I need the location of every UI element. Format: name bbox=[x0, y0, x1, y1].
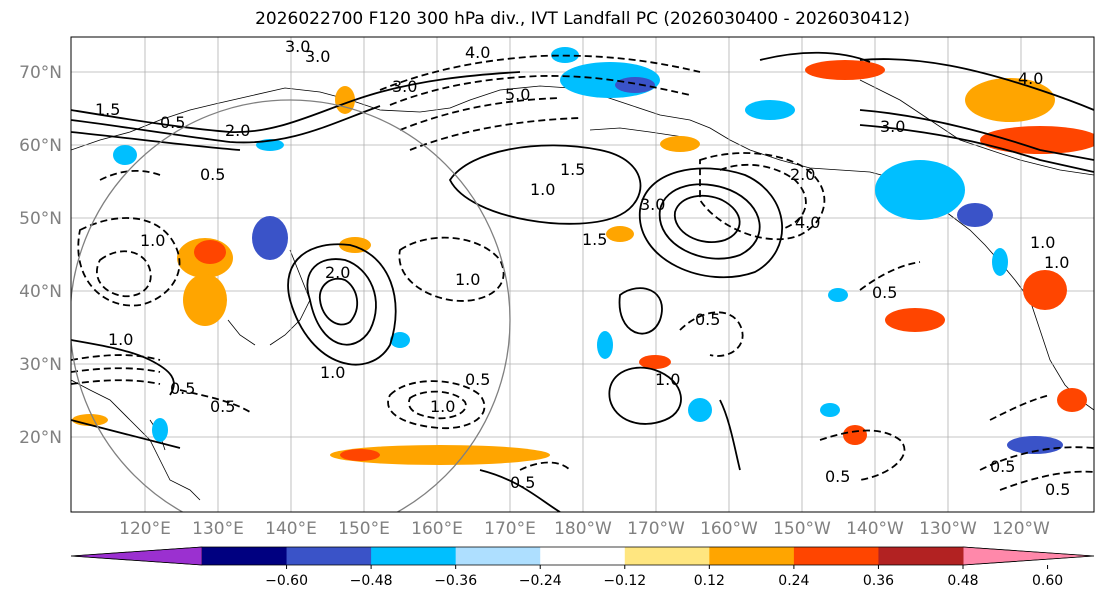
contour-label-solid: 1.0 bbox=[320, 363, 345, 382]
contour-label-dashed: 0.5 bbox=[200, 165, 225, 184]
contour-label-solid: 1.5 bbox=[582, 230, 607, 249]
lat-label: 40°N bbox=[19, 282, 62, 302]
contour-label-solid: 1.0 bbox=[1030, 233, 1055, 252]
contour-label-solid: 1.0 bbox=[655, 370, 680, 389]
contour-label-solid: 1.5 bbox=[560, 160, 585, 179]
colorbar-swatch bbox=[455, 547, 541, 565]
lon-label: 160°W bbox=[700, 519, 758, 539]
contour-label-dashed: 0.5 bbox=[1045, 480, 1070, 499]
colorbar-swatch bbox=[709, 547, 795, 565]
contour-label-dashed: 1.0 bbox=[140, 231, 165, 250]
map-frame bbox=[70, 36, 1095, 513]
colorbar-tick-label: −0.48 bbox=[350, 573, 393, 589]
colorbar-tick-label: −0.36 bbox=[434, 573, 477, 589]
longitude-labels: 120°E 130°E 140°E 150°E 160°E 170°E 180°… bbox=[119, 519, 1050, 539]
colorbar-swatch bbox=[793, 547, 879, 565]
colorbar-swatch bbox=[202, 547, 288, 565]
contour-label-dashed: 0.5 bbox=[510, 473, 535, 492]
colorbar-swatch bbox=[624, 547, 710, 565]
lon-label: 130°W bbox=[919, 519, 977, 539]
colorbar-tick-label: −0.24 bbox=[519, 573, 562, 589]
colorbar: −0.60 −0.48 −0.36 −0.24 −0.12 0.12 0.24 0.36 0.4… bbox=[70, 546, 1095, 589]
colorbar-tick-label: 0.60 bbox=[1032, 573, 1063, 589]
contour-label-solid: 1.0 bbox=[108, 330, 133, 349]
lon-label: 170°E bbox=[484, 519, 536, 539]
colorbar-swatch bbox=[286, 547, 372, 565]
colorbar-tick-label: 0.12 bbox=[694, 573, 725, 589]
contour-label-dashed: 4.0 bbox=[465, 43, 490, 62]
contour-label-dashed: 2.0 bbox=[790, 165, 815, 184]
contour-label-solid: 3.0 bbox=[305, 47, 330, 66]
lon-label: 130°E bbox=[192, 519, 244, 539]
map-background bbox=[71, 37, 1094, 512]
lon-label: 170°W bbox=[627, 519, 685, 539]
colorbar-extend-max bbox=[962, 546, 1095, 566]
contour-label-dashed: 0.5 bbox=[170, 379, 195, 398]
contour-label-dashed: 0.5 bbox=[695, 310, 720, 329]
lat-label: 20°N bbox=[19, 428, 62, 448]
lon-label: 150°W bbox=[773, 519, 831, 539]
lon-label: 140°E bbox=[265, 519, 317, 539]
reference-circle bbox=[71, 99, 511, 512]
colorbar-tick-label: −0.60 bbox=[265, 573, 308, 589]
contour-label-dashed: 4.0 bbox=[795, 213, 820, 232]
contour-labels: 1.5 2.0 3.0 0.5 1.0 1.5 3.0 1.5 1.0 2.0 … bbox=[95, 37, 1070, 499]
colorbar-swatch bbox=[371, 547, 457, 565]
contour-label-dashed: 0.5 bbox=[990, 457, 1015, 476]
lon-label: 180°W bbox=[554, 519, 612, 539]
contour-label-solid: 2.0 bbox=[325, 263, 350, 282]
contour-label-dashed: 1.0 bbox=[1044, 253, 1069, 272]
colorbar-extend-min bbox=[70, 546, 203, 566]
lat-label: 50°N bbox=[19, 209, 62, 229]
contour-label-solid: 1.0 bbox=[455, 270, 480, 289]
colorbar-tick-label: 0.36 bbox=[863, 573, 894, 589]
contour-label-solid: 2.0 bbox=[225, 121, 250, 140]
contour-label-dashed: 0.5 bbox=[465, 370, 490, 389]
lon-label: 150°E bbox=[338, 519, 390, 539]
lon-label: 160°E bbox=[411, 519, 463, 539]
colorbar-swatch bbox=[540, 547, 626, 565]
colorbar-tick-label: 0.48 bbox=[947, 573, 978, 589]
contour-label-dashed: 0.5 bbox=[872, 283, 897, 302]
chart-title: 2026022700 F120 300 hPa div., IVT Landfa… bbox=[255, 9, 910, 29]
lat-label: 30°N bbox=[19, 355, 62, 375]
contour-label-dashed: 3.0 bbox=[392, 77, 417, 96]
divergence-dashed-contours bbox=[71, 54, 1094, 491]
lon-label: 120°E bbox=[119, 519, 171, 539]
divergence-solid-contours bbox=[71, 51, 1094, 512]
lon-label: 140°W bbox=[846, 519, 904, 539]
lat-label: 60°N bbox=[19, 136, 62, 156]
contour-label-dashed: 3.0 bbox=[285, 37, 310, 56]
contour-label-solid: 1.0 bbox=[530, 180, 555, 199]
contour-label-dashed: 0.5 bbox=[210, 397, 235, 416]
lat-label: 70°N bbox=[19, 63, 62, 83]
colorbar-tick-label: −0.12 bbox=[603, 573, 646, 589]
graticule bbox=[71, 37, 1094, 512]
contour-label-solid: 3.0 bbox=[880, 117, 905, 136]
contour-label-solid: 0.5 bbox=[160, 113, 185, 132]
contour-label-solid: 1.5 bbox=[95, 100, 120, 119]
lon-label: 120°W bbox=[992, 519, 1050, 539]
contour-label-solid: 3.0 bbox=[640, 195, 665, 214]
colorbar-tick-label: 0.24 bbox=[778, 573, 809, 589]
contour-label-dashed: 0.5 bbox=[825, 467, 850, 486]
latitude-labels: 70°N 60°N 50°N 40°N 30°N 20°N bbox=[19, 63, 62, 448]
colorbar-swatch bbox=[878, 547, 964, 565]
contour-label-dashed: 5.0 bbox=[505, 85, 530, 104]
contour-label-dashed: 4.0 bbox=[1018, 69, 1043, 88]
contour-label-dashed: 1.0 bbox=[430, 397, 455, 416]
divergence-positive-patches bbox=[72, 60, 1094, 465]
colorbar-frame bbox=[70, 546, 1095, 566]
